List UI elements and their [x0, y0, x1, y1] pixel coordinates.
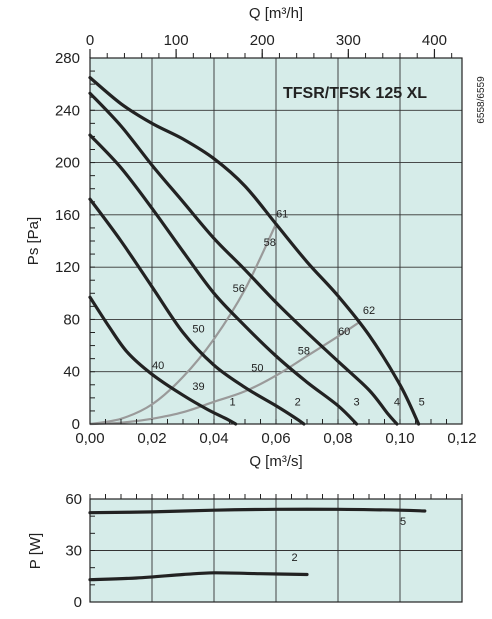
curve-label-3: 3 — [354, 397, 360, 409]
x2-tick-label: 200 — [250, 32, 275, 49]
power-y-axis-label: P [W] — [27, 533, 44, 569]
power-curve-labels: 52 — [292, 516, 407, 564]
x-tick-label: 0,04 — [199, 430, 228, 447]
y-tick-label: 80 — [63, 311, 80, 328]
y-tick-label: 120 — [55, 259, 80, 276]
noise-level-label: 40 — [152, 360, 164, 372]
top-axis-label: Q [m³/h] — [249, 5, 303, 22]
power-tick-labels: 0 30 60 — [65, 491, 82, 611]
pressure-grid — [90, 58, 462, 424]
curve-label-2: 2 — [295, 397, 301, 409]
x-tick-label: 0,00 — [75, 430, 104, 447]
x-tick-label: 0,12 — [447, 430, 476, 447]
x-tick-label: 0,08 — [323, 430, 352, 447]
x2-tick-label: 0 — [86, 32, 94, 49]
y-tick-label: 160 — [55, 207, 80, 224]
x-tick-label: 0,10 — [385, 430, 414, 447]
x-axis-label: Q [m³/s] — [249, 453, 302, 470]
curve-label-5: 5 — [419, 397, 425, 409]
fan-curve-2 — [88, 197, 306, 426]
fan-curve-5 — [88, 76, 421, 426]
power-curve-label-2: 2 — [292, 552, 298, 564]
power-y-tick-label: 0 — [74, 594, 82, 611]
power-axes — [89, 494, 463, 603]
noise-level-label: 58 — [298, 346, 310, 358]
side-code: 6558/6559 — [476, 76, 487, 124]
power-y-tick-label: 60 — [65, 491, 82, 508]
x2-tick-label: 300 — [336, 32, 361, 49]
power-curve-label-5: 5 — [400, 516, 406, 528]
noise-level-label: 62 — [363, 305, 375, 317]
noise-level-label: 39 — [192, 381, 204, 393]
pressure-curve-labels: 1 2 3 4 5 40 39 50 50 56 58 58 60 61 62 — [152, 208, 425, 408]
y-tick-label: 200 — [55, 155, 80, 172]
y-tick-label: 40 — [63, 364, 80, 381]
x2-tick-label: 100 — [164, 32, 189, 49]
power-curve-5 — [88, 507, 427, 515]
power-curve-2 — [88, 571, 309, 582]
y-tick-label: 280 — [55, 50, 80, 67]
noise-level-label: 61 — [276, 208, 288, 220]
power-grid — [90, 499, 462, 602]
y-tick-label: 0 — [72, 416, 80, 433]
noise-level-label: 50 — [192, 324, 204, 336]
power-curves — [88, 507, 427, 582]
system-curve-upper — [89, 223, 277, 426]
y-tick-label: 240 — [55, 102, 80, 119]
pressure-chart: 0,00 0,02 0,04 0,06 0,08 0,10 0,12040801201602… — [25, 5, 487, 470]
noise-level-label: 56 — [233, 283, 245, 295]
fan-curve-1 — [88, 295, 238, 426]
fan-curve-3 — [88, 133, 359, 426]
noise-level-label: 60 — [338, 326, 350, 338]
fan-curve-4 — [88, 91, 399, 426]
noise-level-label: 58 — [264, 237, 276, 249]
x-tick-label: 0,06 — [261, 430, 290, 447]
chart-title: TFSR/TFSK 125 XL — [283, 85, 427, 102]
curve-label-1: 1 — [230, 397, 236, 409]
power-y-tick-label: 30 — [65, 543, 82, 560]
x2-tick-label: 400 — [422, 32, 447, 49]
fan-curves — [88, 76, 421, 426]
x-tick-label: 0,02 — [137, 430, 166, 447]
pressure-axes — [89, 49, 463, 425]
y-axis-label: Ps [Pa] — [25, 217, 42, 265]
noise-level-label: 50 — [251, 363, 263, 375]
curve-label-4: 4 — [394, 397, 400, 409]
pressure-tick-labels: 0,00 0,02 0,04 0,06 0,08 0,10 0,12040801201602… — [55, 32, 477, 447]
